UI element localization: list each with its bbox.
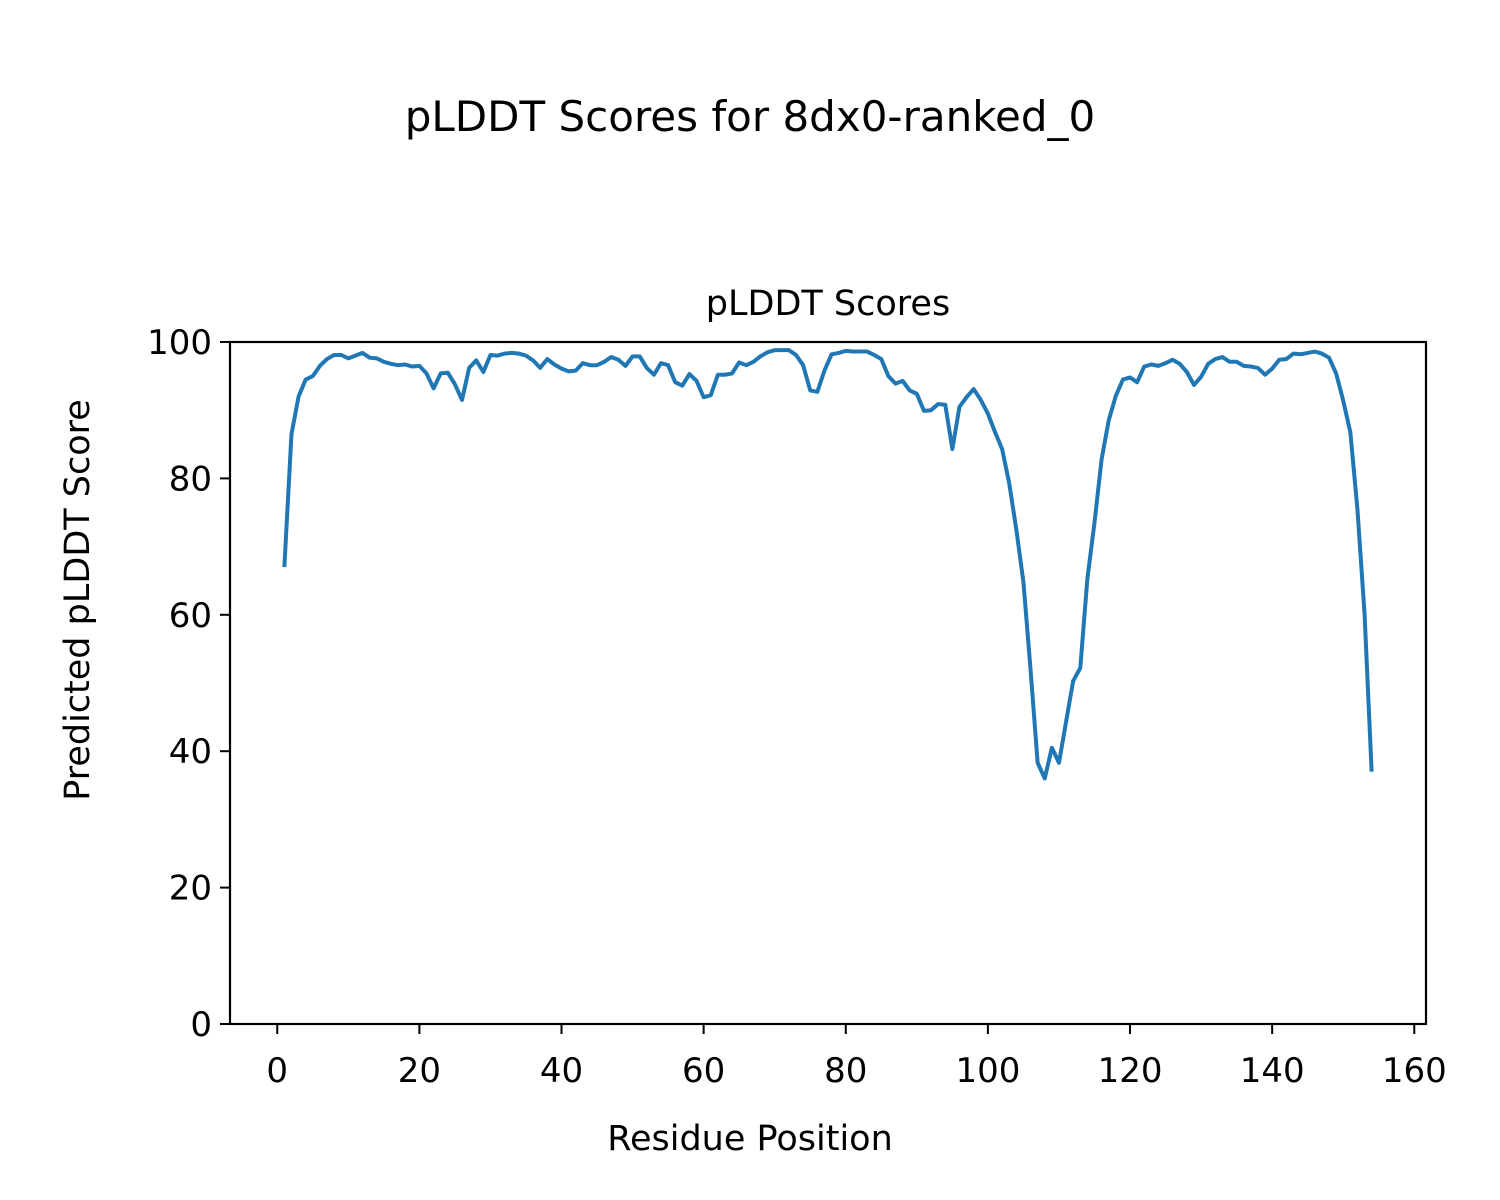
axis-ticks: 0 20 40 60 80 100 120 140 160 0 20 40 60 80 100 [147, 323, 1447, 1091]
y-axis-label: Predicted pLDDT Score [58, 399, 98, 801]
plot-title: pLDDT Scores [706, 284, 950, 324]
series-layer [282, 348, 1374, 781]
x-tick-label: 160 [1382, 1051, 1447, 1091]
x-axis-label: Residue Position [607, 1119, 893, 1159]
x-tick-label: 20 [398, 1051, 441, 1091]
x-tick-label: 60 [682, 1051, 725, 1091]
x-tick-label: 100 [955, 1051, 1020, 1091]
x-tick-label: 40 [540, 1051, 583, 1091]
figure-title: pLDDT Scores for 8dx0-ranked_0 [404, 92, 1096, 141]
y-tick-label: 100 [147, 323, 212, 363]
x-tick-label: 0 [266, 1051, 288, 1091]
y-tick-label: 40 [169, 732, 212, 772]
x-tick-label: 140 [1240, 1051, 1305, 1091]
y-tick-label: 20 [169, 869, 212, 909]
y-tick-label: 60 [169, 596, 212, 636]
x-tick-label: 120 [1098, 1051, 1163, 1091]
plot-frame [228, 340, 1428, 1026]
series-line [282, 348, 1374, 781]
x-tick-label: 80 [824, 1051, 867, 1091]
y-tick-label: 0 [190, 1005, 212, 1045]
y-tick-label: 80 [169, 459, 212, 499]
